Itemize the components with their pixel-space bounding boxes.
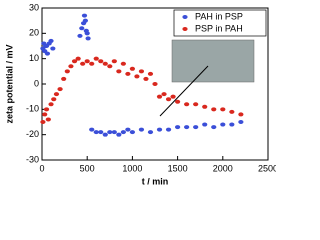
x-tick-label: 1000: [122, 163, 142, 173]
data-point: [64, 69, 70, 74]
data-point: [125, 127, 131, 132]
data-point: [102, 132, 108, 137]
y-axis-label: zeta potential / mV: [4, 44, 14, 123]
data-point: [175, 125, 181, 130]
data-point: [120, 61, 126, 66]
data-point: [238, 120, 244, 124]
data-point: [138, 127, 145, 132]
data-point: [134, 74, 140, 79]
data-point: [229, 109, 235, 114]
data-point: [175, 99, 181, 104]
data-point: [45, 117, 51, 122]
data-point: [111, 130, 117, 135]
data-point: [211, 125, 217, 130]
data-point: [165, 97, 172, 102]
data-point: [80, 61, 86, 66]
data-point: [48, 102, 54, 107]
data-point: [42, 112, 48, 117]
legend-box: [173, 9, 267, 37]
data-point: [147, 130, 154, 135]
chart: t / min zeta potential / mV -30 -20 -10 0 10…: [4, 2, 276, 186]
data-point: [111, 59, 117, 64]
data-point: [193, 102, 199, 107]
data-point: [89, 61, 95, 66]
data-point: [156, 94, 163, 99]
data-point: [93, 56, 99, 61]
data-point: [79, 26, 85, 31]
data-point: [44, 51, 51, 56]
y-tick-label: 10: [29, 53, 39, 63]
data-point: [53, 92, 60, 97]
legend-marker: [182, 27, 188, 31]
data-point: [93, 130, 99, 135]
data-point: [220, 107, 226, 112]
y-tick-label: -10: [26, 104, 39, 114]
data-point: [102, 61, 108, 66]
data-point: [129, 66, 135, 71]
y-tick-label: 0: [34, 78, 39, 88]
data-point: [85, 36, 91, 41]
data-point: [229, 122, 235, 127]
x-tick-label: 2500: [258, 163, 276, 173]
data-point: [98, 130, 104, 135]
data-point: [50, 46, 56, 51]
data-point: [161, 92, 167, 97]
x-tick-label: 500: [80, 163, 95, 173]
data-point: [89, 127, 95, 132]
data-point: [138, 69, 145, 74]
data-point: [68, 64, 74, 69]
data-point: [211, 107, 217, 112]
x-tick-label: 2000: [213, 163, 233, 173]
data-point: [120, 130, 126, 135]
data-point: [220, 122, 226, 127]
data-point: [82, 18, 88, 23]
data-point: [57, 87, 63, 92]
data-point: [129, 130, 135, 135]
data-point: [51, 97, 57, 102]
data-point: [165, 127, 172, 132]
data-point: [116, 132, 122, 137]
data-point: [81, 13, 88, 18]
legend-marker: [182, 15, 188, 19]
data-point: [125, 71, 131, 76]
data-point: [202, 122, 208, 127]
data-point: [116, 69, 122, 74]
legend-label: PAH in PSP: [195, 11, 243, 21]
data-point: [193, 125, 199, 130]
data-point: [75, 56, 81, 61]
legend-label: PSP in PAH: [195, 23, 243, 33]
y-tick-label: -30: [26, 154, 39, 164]
data-point: [40, 120, 46, 124]
inset-image: [171, 39, 255, 83]
data-point: [98, 59, 104, 64]
x-tick-label: 0: [39, 163, 44, 173]
x-tick-label: 1500: [168, 163, 188, 173]
data-point: [202, 104, 208, 109]
data-point: [77, 33, 83, 38]
data-point: [156, 127, 163, 132]
data-point: [107, 64, 113, 69]
y-tick-label: 20: [29, 28, 39, 38]
data-point: [71, 59, 78, 64]
data-point: [43, 107, 50, 112]
data-point: [143, 76, 149, 81]
data-point: [107, 130, 113, 135]
x-axis-label: t / min: [142, 176, 169, 186]
data-point: [61, 76, 67, 81]
data-point: [170, 94, 176, 99]
data-point: [184, 125, 190, 130]
inset-arrow: [159, 65, 209, 117]
data-point: [147, 71, 154, 76]
data-point: [84, 31, 90, 36]
y-tick-label: -20: [26, 129, 39, 139]
data-point: [48, 38, 54, 43]
data-point: [84, 59, 90, 64]
data-point: [184, 102, 190, 107]
y-tick-label: 30: [29, 2, 39, 12]
data-point: [238, 112, 244, 117]
data-point: [152, 82, 158, 86]
